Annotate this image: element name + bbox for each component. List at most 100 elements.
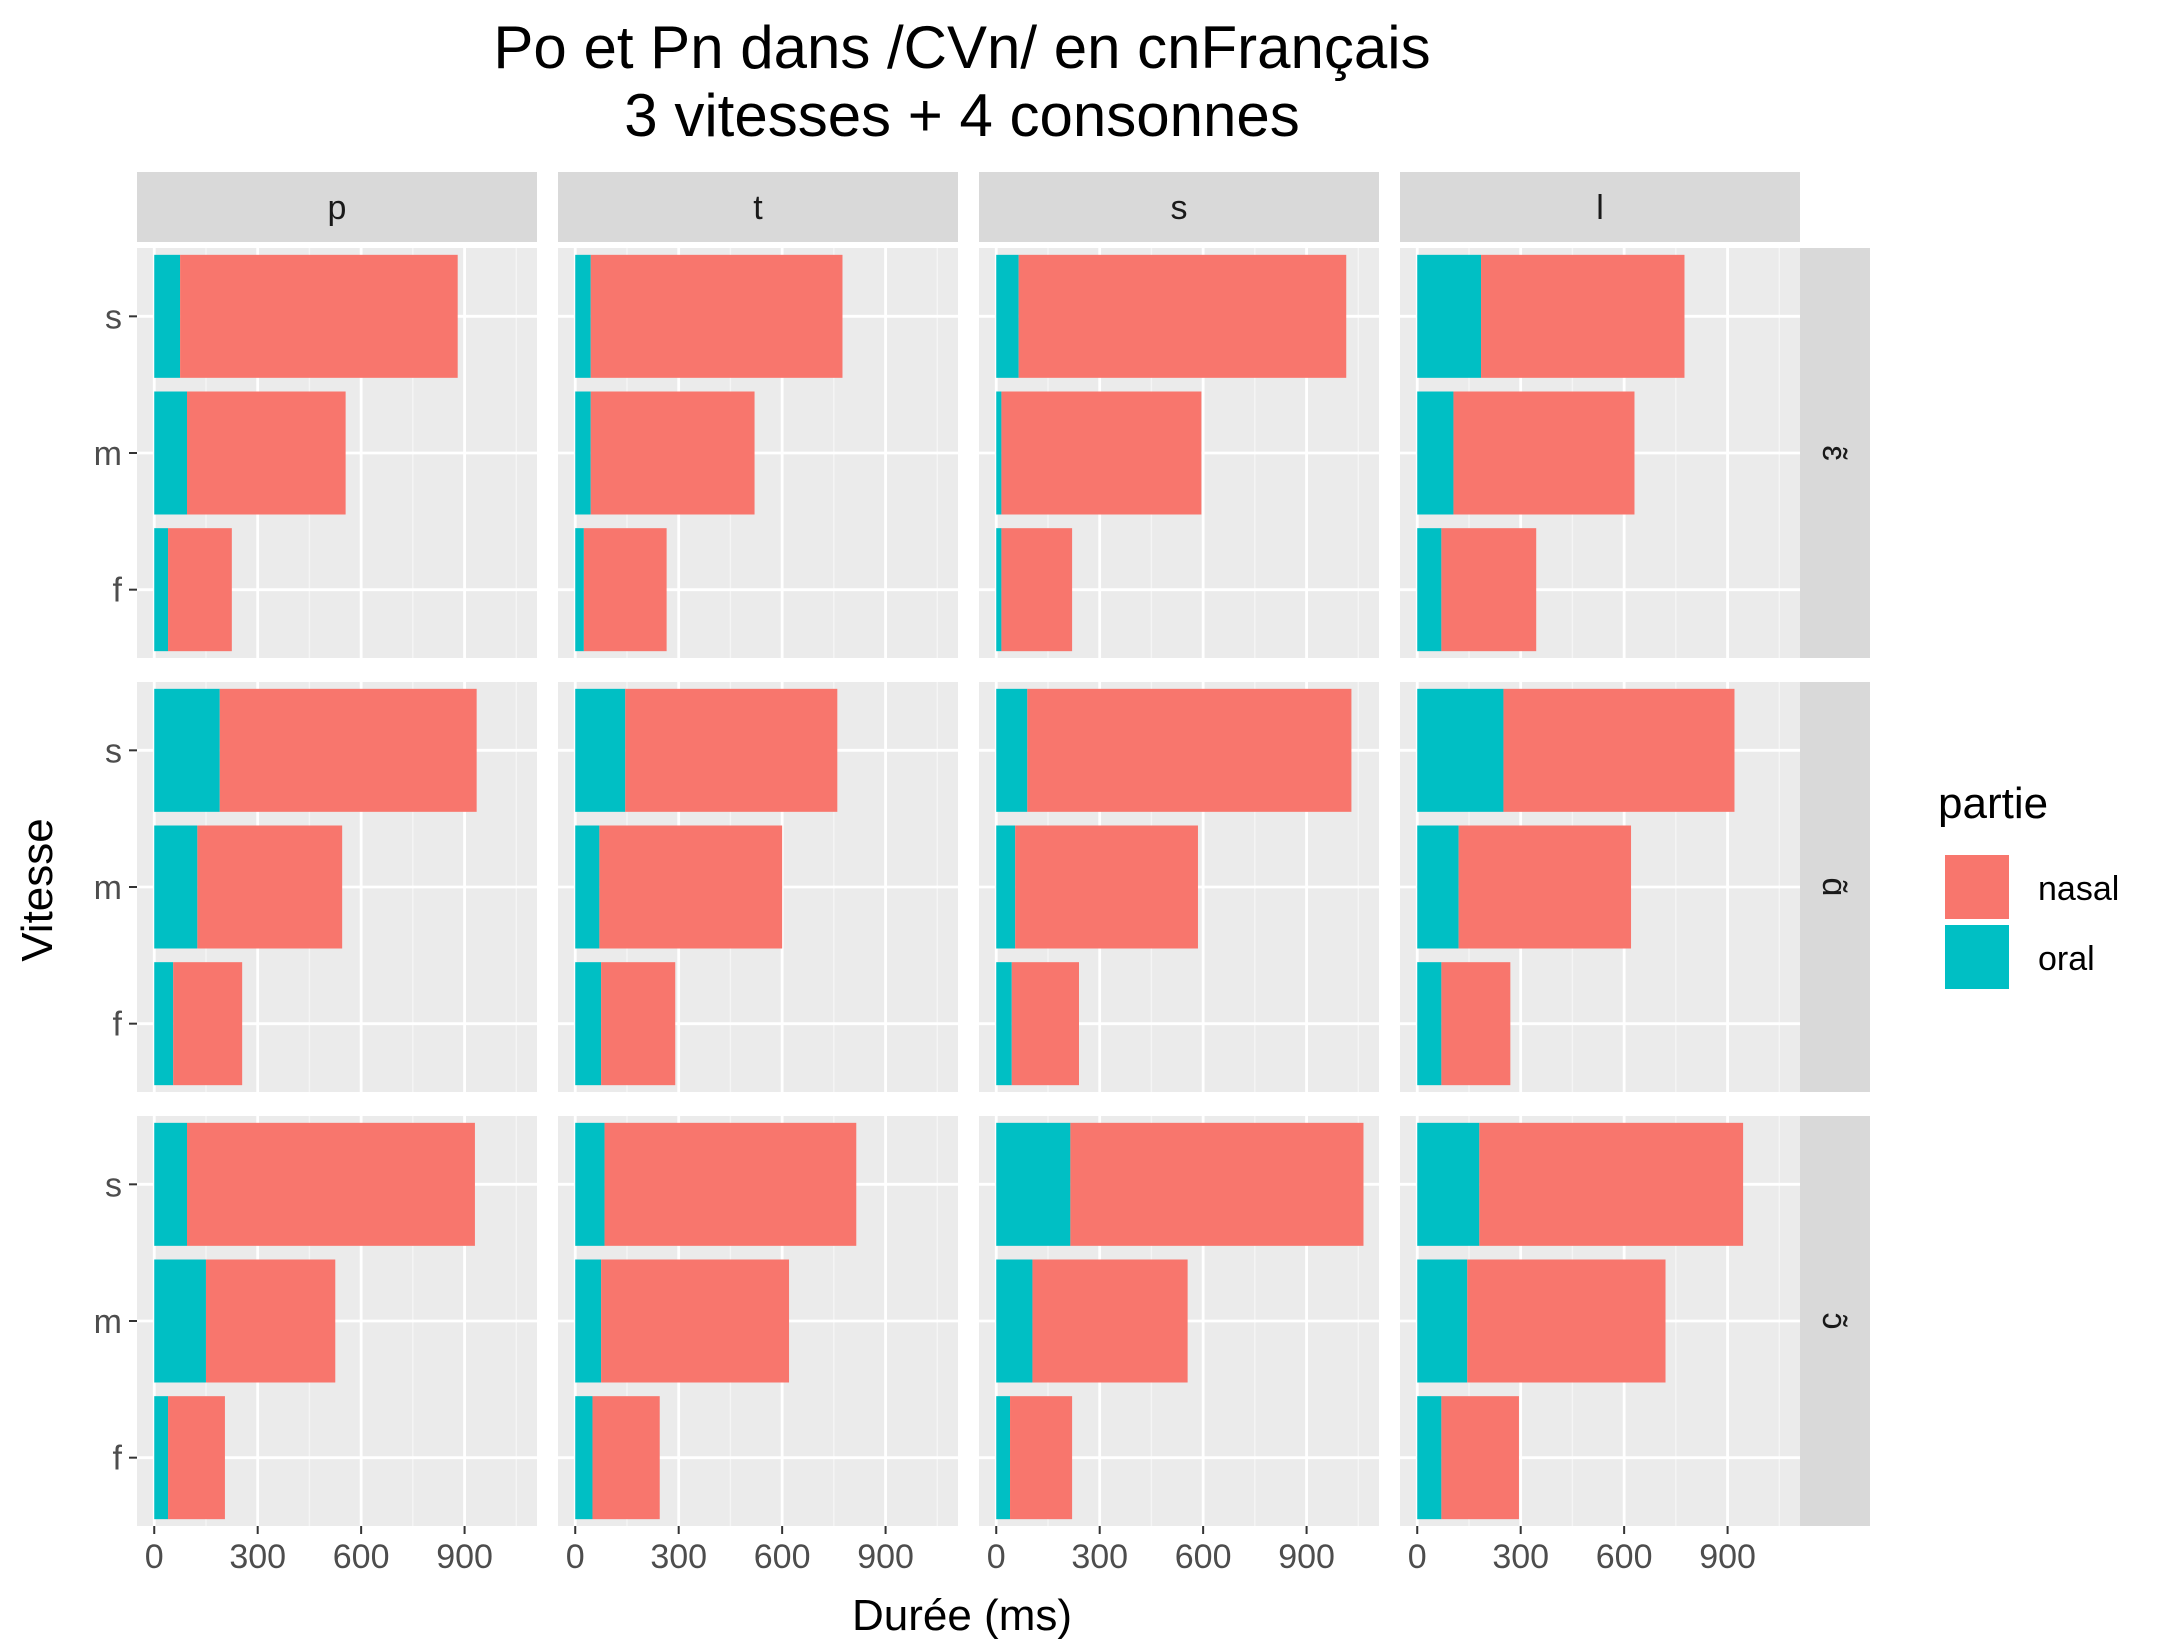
bar-nasal-s — [1070, 1122, 1364, 1246]
panels: p t s l ɛ̃ ɑ̃ ɔ̃ s m f s m f s m f 0 300 600 900 0 300 600 900 0… — [94, 172, 1870, 1576]
bar-nasal-f — [1011, 962, 1079, 1086]
bar-nasal-m — [205, 1259, 336, 1383]
bar-oral-f — [1417, 962, 1442, 1086]
bar-oral-m — [154, 391, 187, 515]
column-strip-2 — [979, 172, 1379, 242]
x-tick-label-0: 0 — [1408, 1538, 1427, 1576]
x-tick-label-300: 300 — [1492, 1538, 1549, 1576]
x-tick-label-600: 600 — [1175, 1538, 1232, 1576]
bar-oral-m — [996, 825, 1016, 949]
bar-oral-m — [1417, 391, 1454, 515]
column-strip-3 — [1400, 172, 1800, 242]
panel-x-t-01 — [558, 248, 958, 658]
bar-oral-s — [154, 1122, 187, 1246]
bar-oral-s — [154, 254, 181, 378]
bar-nasal-f — [592, 1396, 660, 1520]
x-tick-label-600: 600 — [1596, 1538, 1653, 1576]
column-strip-label-0: p — [328, 189, 347, 227]
bar-nasal-m — [599, 825, 783, 949]
legend-label-oral: oral — [2038, 940, 2095, 978]
y-tick-label-f: f — [113, 1440, 123, 1478]
bar-nasal-s — [187, 1122, 475, 1246]
legend-label-nasal: nasal — [2038, 870, 2119, 908]
bar-nasal-f — [1001, 528, 1073, 652]
row-strip-2 — [1800, 1116, 1870, 1526]
bar-oral-f — [575, 1396, 593, 1520]
legend-key-nasal — [1945, 855, 2009, 919]
bar-nasal-f — [168, 1396, 225, 1520]
bar-oral-m — [575, 825, 600, 949]
x-tick-label-0: 0 — [566, 1538, 585, 1576]
panel-x-l-13 — [1400, 682, 1800, 1092]
bar-nasal-s — [625, 688, 838, 812]
row-strip-0 — [1800, 248, 1870, 658]
bar-oral-m — [996, 1259, 1033, 1383]
bar-nasal-s — [219, 688, 477, 812]
bar-nasal-f — [1441, 962, 1511, 1086]
x-axis-title: Durée (ms) — [852, 1591, 1072, 1640]
legend-key-oral — [1945, 925, 2009, 989]
bar-oral-m — [154, 1259, 206, 1383]
x-tick-label-300: 300 — [650, 1538, 707, 1576]
row-strip-label-0: ɛ̃ — [1815, 445, 1853, 461]
bar-oral-s — [575, 688, 626, 812]
bar-nasal-m — [1001, 391, 1202, 515]
column-strip-label-2: s — [1171, 189, 1188, 227]
y-tick-label-f: f — [113, 572, 123, 610]
column-strip-label-1: t — [753, 189, 763, 227]
bar-oral-m — [1417, 1259, 1468, 1383]
bar-nasal-m — [601, 1259, 790, 1383]
chart-subtitle: 3 vitesses + 4 consonnes — [624, 82, 1299, 149]
bar-nasal-s — [1479, 1122, 1744, 1246]
x-tick-label-900: 900 — [436, 1538, 493, 1576]
panel-x-l-03 — [1400, 248, 1800, 658]
bar-nasal-m — [1453, 391, 1635, 515]
bar-oral-s — [996, 1122, 1071, 1246]
bar-nasal-m — [590, 391, 755, 515]
panel-x-s-22 — [979, 1116, 1379, 1526]
y-tick-label-s: s — [105, 1166, 122, 1204]
bar-oral-s — [1417, 688, 1504, 812]
panel-x-s-12 — [979, 682, 1379, 1092]
bar-nasal-s — [1027, 688, 1352, 812]
bar-nasal-f — [601, 962, 676, 1086]
x-tick-label-900: 900 — [1699, 1538, 1756, 1576]
bar-oral-f — [996, 528, 1002, 652]
x-tick-label-600: 600 — [754, 1538, 811, 1576]
x-tick-label-300: 300 — [1071, 1538, 1128, 1576]
bar-oral-f — [575, 528, 584, 652]
bar-oral-f — [996, 1396, 1011, 1520]
y-tick-label-m: m — [94, 435, 122, 473]
y-tick-label-m: m — [94, 1303, 122, 1341]
row-strip-label-1: ɑ̃ — [1815, 878, 1853, 897]
bar-oral-s — [154, 688, 220, 812]
bar-oral-f — [996, 962, 1012, 1086]
bar-nasal-m — [1032, 1259, 1188, 1383]
bar-oral-f — [154, 962, 174, 1086]
bar-oral-m — [996, 391, 1002, 515]
bar-nasal-m — [1467, 1259, 1666, 1383]
bar-nasal-m — [1458, 825, 1632, 949]
bar-nasal-f — [1441, 1396, 1519, 1520]
bar-nasal-f — [1010, 1396, 1073, 1520]
column-strip-1 — [558, 172, 958, 242]
column-strip-0 — [137, 172, 537, 242]
chart-title: Po et Pn dans /CVn/ en cnFrançais — [493, 14, 1430, 81]
bar-nasal-f — [1441, 528, 1537, 652]
bar-nasal-s — [1018, 254, 1347, 378]
bar-nasal-m — [1015, 825, 1198, 949]
bar-oral-f — [1417, 528, 1442, 652]
bar-oral-s — [575, 1122, 605, 1246]
bar-oral-m — [154, 825, 198, 949]
y-tick-label-s: s — [105, 298, 122, 336]
bar-nasal-s — [1503, 688, 1735, 812]
row-strip-1 — [1800, 682, 1870, 1092]
bar-nasal-m — [187, 391, 346, 515]
bar-nasal-s — [604, 1122, 857, 1246]
bar-nasal-f — [583, 528, 667, 652]
x-tick-label-900: 900 — [1278, 1538, 1335, 1576]
bar-nasal-s — [590, 254, 843, 378]
y-tick-label-s: s — [105, 732, 122, 770]
x-tick-label-300: 300 — [229, 1538, 286, 1576]
